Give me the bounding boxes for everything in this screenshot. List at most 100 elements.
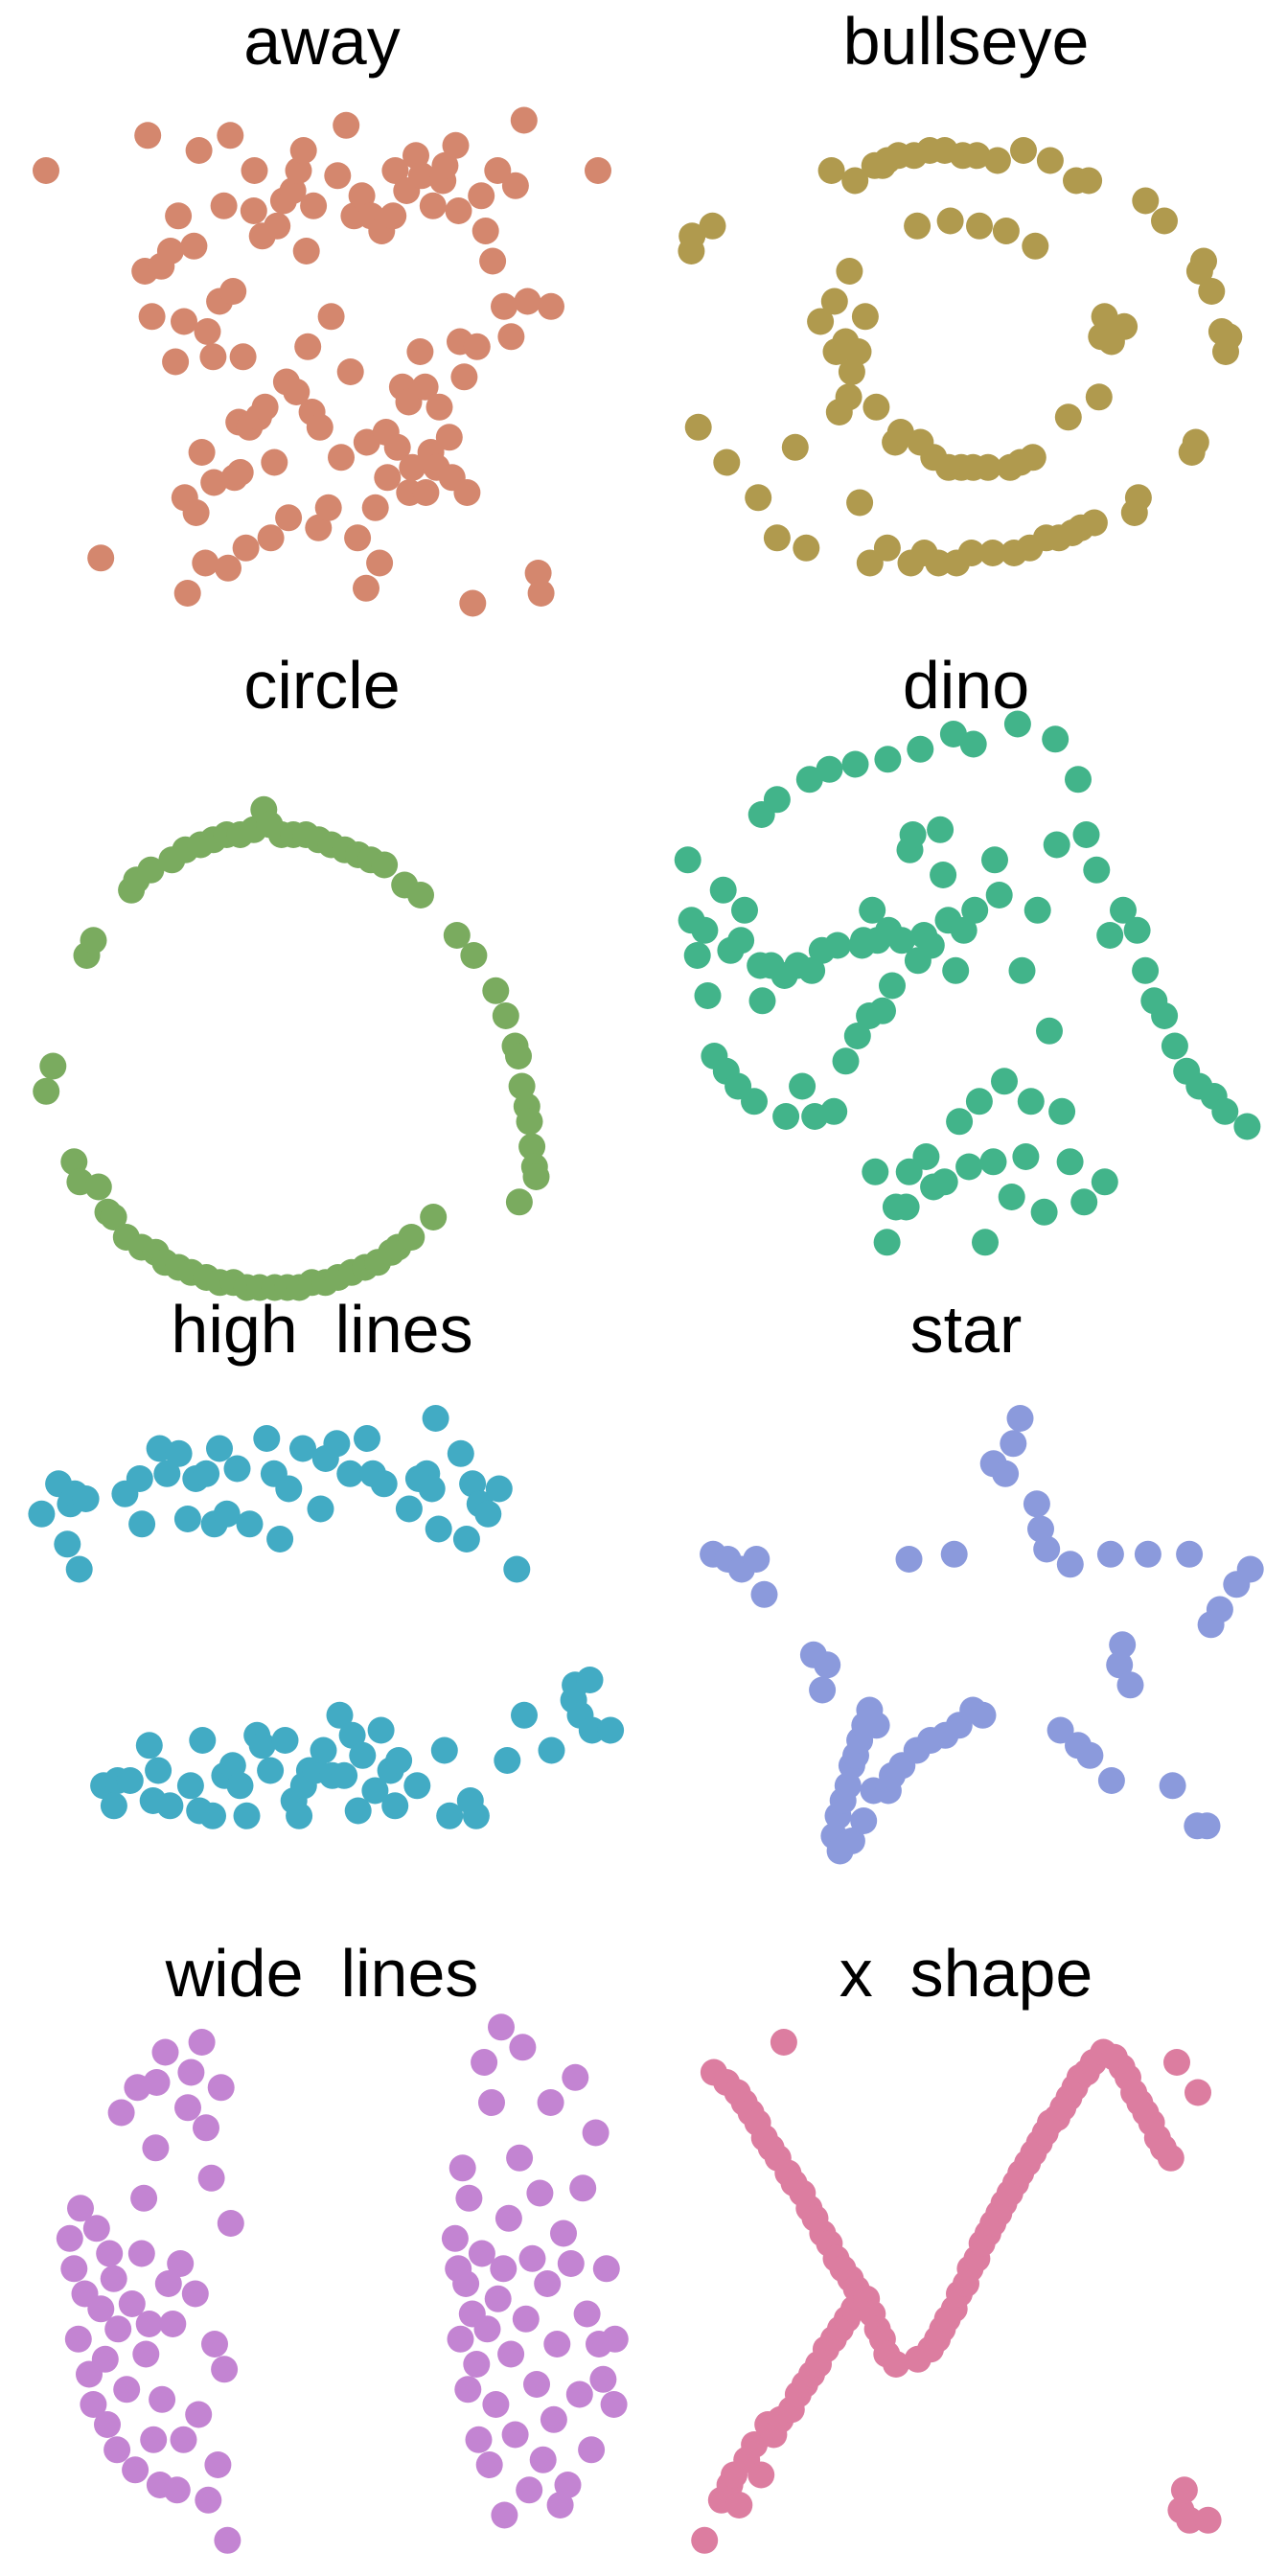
data-point: [113, 2376, 141, 2404]
data-point: [72, 1485, 100, 1512]
data-point: [211, 2356, 239, 2383]
data-point: [261, 448, 288, 476]
data-point: [468, 182, 495, 210]
data-point: [366, 549, 394, 577]
data-point: [338, 1721, 366, 1749]
data-point: [1010, 137, 1037, 164]
chart-panel-0: away: [0, 0, 644, 644]
data-point: [843, 1023, 871, 1049]
data-point: [185, 137, 213, 164]
data-point: [39, 1052, 67, 1080]
data-point: [936, 207, 964, 235]
data-point: [1000, 1430, 1027, 1458]
data-point: [484, 2285, 512, 2312]
data-point: [1027, 1515, 1054, 1543]
data-point: [895, 1546, 923, 1573]
data-point: [523, 2371, 550, 2398]
data-point: [200, 469, 228, 496]
data-point: [600, 2391, 628, 2418]
data-point: [763, 786, 791, 814]
data-point: [188, 2029, 216, 2056]
data-point: [510, 106, 538, 134]
data-point: [511, 1701, 538, 1729]
chart-title: dino: [902, 648, 1030, 723]
data-point: [285, 157, 312, 184]
data-point: [436, 1802, 464, 1829]
data-point: [87, 2295, 115, 2323]
data-point: [518, 1133, 546, 1161]
data-point: [795, 766, 823, 794]
scatter-plot: [33, 795, 550, 1301]
data-point: [684, 413, 712, 441]
data-point: [445, 197, 472, 224]
data-point: [229, 343, 257, 371]
chart-panel-6: wide lines: [0, 1932, 644, 2576]
data-point: [1091, 1168, 1118, 1196]
data-point: [305, 514, 333, 541]
data-point: [478, 2089, 505, 2116]
data-point: [750, 1580, 778, 1608]
data-point: [223, 1455, 251, 1483]
data-point: [226, 459, 254, 486]
data-point: [310, 1736, 337, 1764]
data-point: [713, 448, 741, 476]
data-point: [306, 413, 334, 441]
data-point: [1211, 1097, 1239, 1125]
data-point: [367, 1716, 395, 1744]
data-point: [1193, 1812, 1221, 1840]
data-point: [257, 1757, 285, 1784]
data-point: [232, 534, 260, 562]
data-point: [418, 1475, 446, 1503]
data-point: [1065, 766, 1092, 794]
data-point: [361, 1777, 389, 1805]
data-point: [683, 942, 711, 969]
data-point: [516, 2476, 543, 2504]
data-point: [241, 157, 268, 184]
data-point: [841, 167, 869, 195]
data-point: [289, 1435, 316, 1462]
data-point: [94, 2411, 121, 2438]
data-point: [1042, 725, 1070, 753]
data-point: [509, 2034, 537, 2061]
data-point: [1043, 831, 1070, 859]
data-point: [946, 1108, 974, 1136]
data-point: [381, 1792, 409, 1820]
data-point: [814, 1651, 841, 1679]
data-point: [1233, 1113, 1261, 1140]
chart-panel-2: circle: [0, 644, 644, 1301]
data-point: [573, 2300, 601, 2328]
data-point: [892, 1193, 920, 1221]
data-point: [917, 932, 945, 959]
data-point: [490, 2255, 518, 2283]
data-point: [463, 2351, 491, 2378]
chart-title: high lines: [171, 1292, 473, 1367]
data-point: [543, 2331, 571, 2358]
chart-panel-3: dino: [644, 644, 1288, 1288]
data-point: [294, 333, 322, 360]
data-point: [1163, 2049, 1190, 2076]
data-point: [462, 1802, 490, 1829]
data-point: [546, 2492, 574, 2518]
data-point: [331, 1761, 358, 1789]
data-point: [100, 2265, 127, 2292]
data-point: [838, 1828, 865, 1854]
data-point: [361, 494, 389, 521]
data-point: [450, 363, 478, 391]
data-point: [266, 1526, 294, 1552]
data-point: [691, 2526, 719, 2554]
data-point: [1083, 856, 1111, 884]
data-point: [927, 816, 954, 843]
data-point: [601, 2325, 629, 2353]
data-point: [447, 2325, 474, 2353]
data-point: [1023, 1490, 1050, 1518]
data-point: [188, 439, 216, 466]
data-point: [991, 1068, 1018, 1095]
data-point: [835, 383, 862, 411]
data-point: [253, 1425, 281, 1452]
data-point: [955, 1153, 983, 1181]
data-point: [772, 1103, 800, 1130]
chart-title: bullseye: [842, 4, 1090, 79]
data-point: [107, 2099, 135, 2127]
data-point: [132, 2340, 160, 2368]
data-point: [407, 162, 435, 190]
